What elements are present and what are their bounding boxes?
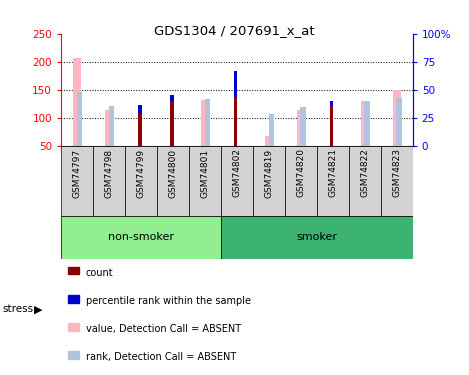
Text: count: count [85, 268, 113, 278]
Bar [76, 92, 83, 146]
Text: rank, Detection Call = ABSENT: rank, Detection Call = ABSENT [85, 352, 236, 362]
Text: value, Detection Call = ABSENT: value, Detection Call = ABSENT [85, 324, 241, 334]
Bar [109, 106, 114, 146]
Text: GSM74801: GSM74801 [200, 148, 209, 198]
Bar [297, 110, 305, 146]
Bar [105, 110, 113, 146]
Bar [234, 71, 237, 146]
Text: GSM74820: GSM74820 [296, 148, 305, 198]
Text: GSM74821: GSM74821 [328, 148, 337, 198]
Bar [138, 105, 142, 114]
Text: ▶: ▶ [34, 304, 42, 314]
FancyBboxPatch shape [189, 146, 221, 216]
Text: GDS1304 / 207691_x_at: GDS1304 / 207691_x_at [154, 24, 315, 38]
Bar [396, 99, 402, 146]
Text: GSM74819: GSM74819 [265, 148, 273, 198]
Bar [201, 100, 209, 146]
FancyBboxPatch shape [93, 146, 125, 216]
Bar [301, 107, 306, 146]
FancyBboxPatch shape [61, 216, 221, 259]
Text: GSM74800: GSM74800 [168, 148, 177, 198]
Bar [364, 101, 370, 146]
Bar [361, 101, 369, 146]
Bar [68, 351, 78, 359]
Bar [330, 105, 333, 146]
Bar [268, 114, 274, 146]
FancyBboxPatch shape [285, 146, 317, 216]
Text: stress: stress [2, 304, 33, 314]
FancyBboxPatch shape [221, 216, 413, 259]
Bar [393, 90, 401, 146]
Bar [73, 58, 81, 146]
FancyBboxPatch shape [157, 146, 189, 216]
Text: percentile rank within the sample: percentile rank within the sample [85, 296, 250, 306]
Text: GSM74797: GSM74797 [72, 148, 82, 198]
Text: GSM74798: GSM74798 [105, 148, 113, 198]
Text: GSM74799: GSM74799 [136, 148, 145, 198]
FancyBboxPatch shape [381, 146, 413, 216]
Text: GSM74822: GSM74822 [360, 148, 369, 197]
Text: GSM74823: GSM74823 [392, 148, 401, 198]
Bar [170, 95, 174, 146]
Bar [68, 323, 78, 331]
FancyBboxPatch shape [61, 146, 93, 216]
Bar [170, 95, 174, 101]
Bar [265, 136, 273, 146]
Text: GSM74802: GSM74802 [232, 148, 242, 198]
FancyBboxPatch shape [125, 146, 157, 216]
Text: non-smoker: non-smoker [108, 232, 174, 242]
FancyBboxPatch shape [253, 146, 285, 216]
FancyBboxPatch shape [221, 146, 253, 216]
FancyBboxPatch shape [349, 146, 381, 216]
Bar [138, 114, 142, 146]
Bar [330, 101, 333, 105]
Bar [68, 295, 78, 303]
Text: smoker: smoker [296, 232, 337, 242]
FancyBboxPatch shape [317, 146, 349, 216]
Bar [234, 71, 237, 97]
Bar [204, 99, 210, 146]
Bar [68, 267, 78, 274]
